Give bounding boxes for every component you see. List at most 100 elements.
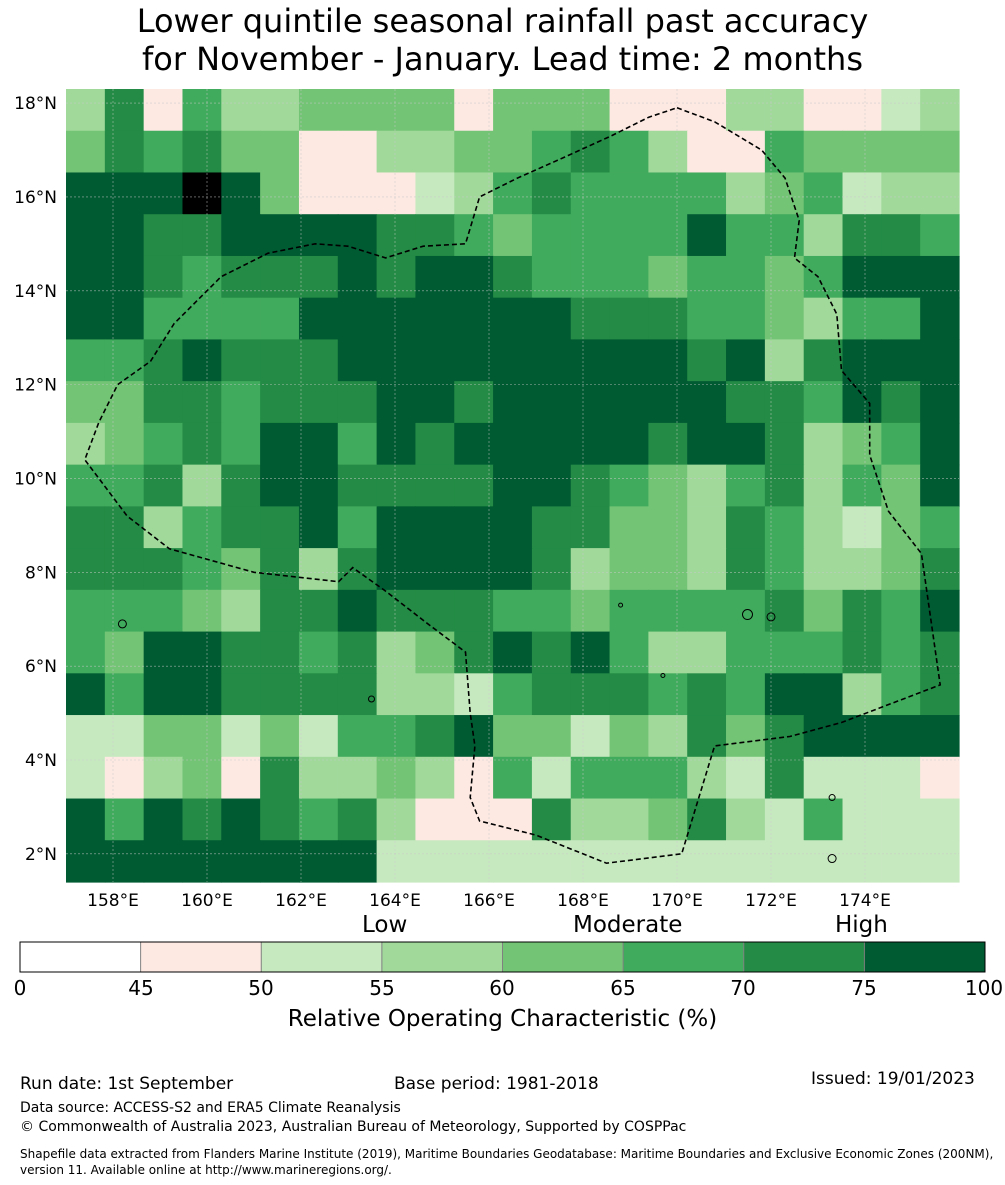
grid-cell [66,297,106,341]
grid-cell [143,464,184,507]
grid-cell [570,422,611,466]
grid-cell [764,297,805,341]
grid-cell [298,214,339,257]
grid-cell [298,673,339,716]
grid-cell [726,506,766,549]
grid-cell [104,172,145,215]
grid-cell [570,756,611,800]
grid-cell [376,381,417,424]
grid-cell [415,798,455,841]
grid-cell [337,255,378,299]
grid-cell [531,798,572,841]
grid-cell [337,506,378,549]
grid-cell [842,255,882,299]
grid-cell [143,422,184,466]
grid-cell [842,381,882,424]
grid-cell [143,381,184,424]
grid-cell [143,548,184,591]
grid-cell [143,89,184,132]
grid-cell [66,840,106,883]
grid-cell [493,756,533,800]
grid-cell [803,798,844,841]
grid-cell [609,214,649,257]
colorbar-segment [502,942,624,972]
grid-cell [531,756,572,800]
grid-cell [376,589,417,633]
grid-cell [648,422,688,466]
grid-cell [687,673,727,716]
grid-cell [726,255,766,299]
grid-cell [182,715,222,758]
grid-cell [920,172,960,215]
grid-cell [726,130,766,174]
grid-cell [803,381,844,424]
grid-cell [104,381,145,424]
grid-cell [493,631,533,674]
grid-cell [415,715,455,758]
colorbar-tick-100: 100 [964,976,1004,1000]
latitude-label: 16°N [14,188,57,208]
grid-cell [803,506,844,549]
grid-cell [842,589,882,633]
colorbar-tick-55: 55 [369,976,395,1000]
grid-cell [104,89,145,132]
grid-cell [298,589,339,633]
grid-cell [415,89,455,132]
grid-cell [454,381,494,424]
grid-cell [570,798,611,841]
grid-cell [415,756,455,800]
grid-cell [842,506,882,549]
grid-cell [920,422,960,466]
grid-cell [376,89,417,132]
grid-cell [570,673,611,716]
grid-cell [687,464,727,507]
grid-cell [648,339,688,382]
grid-cell [803,673,844,716]
grid-cell [687,798,727,841]
grid-cell [143,255,184,299]
grid-cell [376,798,417,841]
grid-cell [531,339,572,382]
latitude-label: 10°N [14,469,57,489]
latitude-label: 18°N [14,94,57,114]
grid-cell [609,631,649,674]
grid-cell [687,589,727,633]
grid-cell [376,464,417,507]
grid-cell [260,631,300,674]
grid-cell [104,756,145,800]
colorbar-tick-50: 50 [248,976,274,1000]
legend-category-high: High [835,912,888,938]
grid-cell [298,172,339,215]
grid-cell [493,715,533,758]
grid-cell [881,756,921,800]
grid-cell [726,631,766,674]
grid-cell [648,756,688,800]
grid-cell [221,756,261,800]
grid-cell [66,798,106,841]
grid-cell [221,89,261,132]
grid-cell [687,130,727,174]
grid-cell [648,673,688,716]
grid-cell [531,422,572,466]
grid-cell [298,255,339,299]
grid-cell [376,255,417,299]
grid-cell [454,631,494,674]
grid-cell [104,464,145,507]
issued-date: Issued: 19/01/2023 [811,1069,975,1089]
grid-cell [376,422,417,466]
grid-cell [842,548,882,591]
grid-cell [221,339,261,382]
grid-cell [182,840,222,883]
latitude-label: 12°N [14,376,57,396]
grid-cell [143,756,184,800]
grid-cell [182,130,222,174]
grid-cell [764,130,805,174]
grid-cell [260,798,300,841]
grid-cell [842,89,882,132]
grid-cell [221,381,261,424]
legend-category-low: Low [362,912,408,938]
grid-cell [764,422,805,466]
grid-cell [881,715,921,758]
grid-cell [260,756,300,800]
grid-cell [803,715,844,758]
